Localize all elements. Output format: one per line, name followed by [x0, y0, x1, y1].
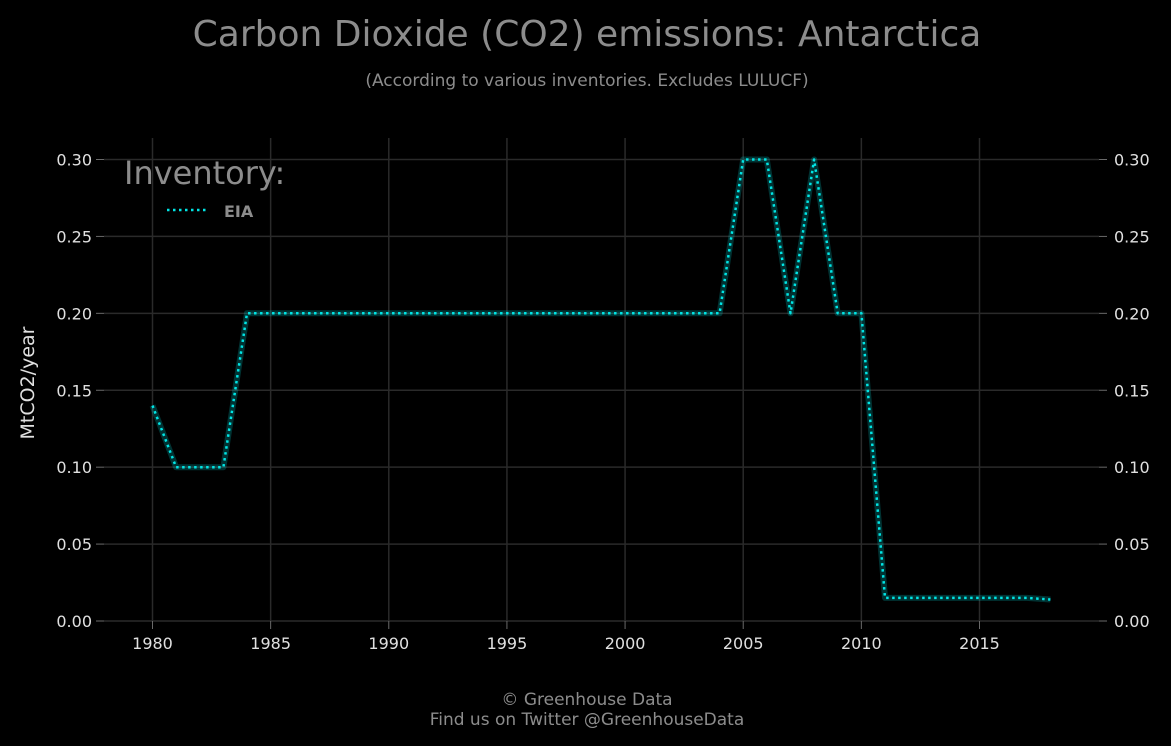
y-tick-label-left: 0.10 — [56, 458, 92, 477]
x-tick-label: 1990 — [368, 634, 409, 653]
y-tick-label-left: 0.25 — [56, 227, 92, 246]
y-tick-label-left: 0.15 — [56, 381, 92, 400]
x-axis-tick-labels: 1980 1985 1990 1995 2000 2005 2010 2015 — [132, 634, 1000, 653]
chart-title: Carbon Dioxide (CO2) emissions: Antarcti… — [193, 14, 982, 55]
legend-title: Inventory: — [124, 154, 285, 192]
axis-ticks — [96, 159, 1107, 629]
x-tick-label: 2005 — [723, 634, 764, 653]
x-tick-label: 2010 — [841, 634, 882, 653]
x-tick-label: 2000 — [605, 634, 646, 653]
y-axis-label: MtCO2/year — [17, 326, 39, 439]
footer-twitter: Find us on Twitter @GreenhouseData — [430, 710, 745, 730]
x-tick-label: 1985 — [250, 634, 291, 653]
grid — [104, 138, 1099, 622]
y-axis-tick-labels-left: 0.00 0.05 0.10 0.15 0.20 0.25 0.30 — [56, 151, 92, 632]
footer-copyright: © Greenhouse Data — [501, 690, 672, 710]
y-tick-label-right: 0.20 — [1114, 304, 1150, 323]
y-tick-label-right: 0.05 — [1114, 535, 1150, 554]
y-tick-label-right: 0.30 — [1114, 151, 1150, 170]
y-tick-label-right: 0.00 — [1114, 612, 1150, 631]
y-tick-label-left: 0.00 — [56, 612, 92, 631]
series-layer — [149, 156, 1051, 603]
legend-label-eia: EIA — [224, 202, 254, 221]
series-line-eia — [151, 158, 1051, 601]
y-tick-label-left: 0.30 — [56, 151, 92, 170]
y-tick-label-right: 0.15 — [1114, 381, 1150, 400]
y-tick-label-right: 0.25 — [1114, 227, 1150, 246]
series-glow-eia — [149, 156, 1051, 603]
y-axis-tick-labels-right: 0.00 0.05 0.10 0.15 0.20 0.25 0.30 — [1114, 151, 1150, 632]
legend: Inventory: EIA — [124, 154, 285, 221]
chart-subtitle: (According to various inventories. Exclu… — [365, 71, 808, 91]
x-tick-label: 2015 — [959, 634, 1000, 653]
y-tick-label-left: 0.20 — [56, 304, 92, 323]
y-tick-label-right: 0.10 — [1114, 458, 1150, 477]
y-tick-label-left: 0.05 — [56, 535, 92, 554]
x-tick-label: 1995 — [487, 634, 528, 653]
x-tick-label: 1980 — [132, 634, 173, 653]
